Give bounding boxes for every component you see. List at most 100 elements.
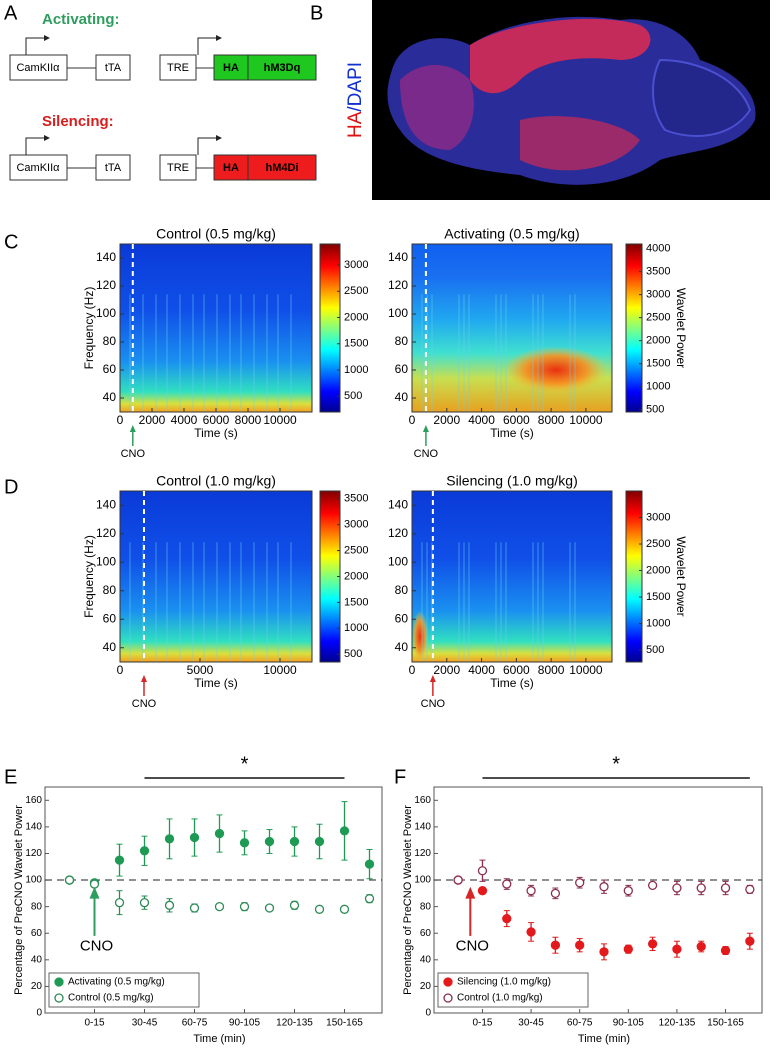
x-tick-label: 0 <box>117 413 124 427</box>
spectrogram-image <box>412 491 612 662</box>
data-point <box>623 886 633 896</box>
colorbar-tick-label: 1000 <box>344 364 368 376</box>
data-point <box>720 945 731 956</box>
x-tick-label: 8000 <box>538 663 565 677</box>
legend-marker <box>54 993 64 1003</box>
y-tick-label: 20 <box>420 981 432 992</box>
colorbar-tick-label: 2000 <box>646 564 670 576</box>
y-tick-label: 140 <box>388 497 408 511</box>
x-tick-label: 10000 <box>263 413 297 427</box>
gene-label: HA <box>223 162 239 174</box>
data-point <box>672 944 682 954</box>
gene-label: hM3Dq <box>264 62 301 74</box>
y-tick-label: 0 <box>425 1008 431 1019</box>
y-tick-label: 60 <box>395 362 409 376</box>
y-tick-label: 120 <box>388 278 408 292</box>
colorbar-tick-label: 3500 <box>344 493 368 505</box>
panel-label: C <box>4 231 18 253</box>
y-tick-label: 140 <box>96 497 116 511</box>
y-tick-label: 140 <box>96 250 116 264</box>
data-point <box>339 826 350 836</box>
gene-label: tTA <box>105 62 122 74</box>
data-point <box>214 828 225 839</box>
colorbar-tick-label: 1500 <box>646 591 670 603</box>
y-tick-label: 40 <box>103 390 117 404</box>
y-tick-label: 40 <box>395 390 409 404</box>
data-point <box>189 832 200 843</box>
y-tick-label: 80 <box>103 334 117 348</box>
data-point <box>453 875 463 885</box>
colorbar-tick-label: 1000 <box>646 381 670 393</box>
cno-label: CNO <box>121 448 146 460</box>
data-point <box>89 879 100 889</box>
brain-image: HA/DAPI <box>345 0 770 200</box>
data-point <box>647 880 658 891</box>
data-point <box>550 940 561 950</box>
legend-label: Activating (0.5 mg/kg) <box>68 977 165 988</box>
power-band <box>504 346 608 394</box>
receptor-box <box>247 54 317 81</box>
legend-label: Silencing (1.0 mg/kg) <box>457 977 551 988</box>
y-tick-label: 60 <box>103 362 117 376</box>
y-tick-label: 140 <box>25 822 42 833</box>
colorbar-tick-label: 500 <box>646 404 664 416</box>
x-tick-label: 60-75 <box>567 1018 593 1029</box>
y-tick-label: 0 <box>36 1008 42 1019</box>
stain-dapi: /DAPI <box>345 62 366 112</box>
y-tick-label: 120 <box>96 526 116 540</box>
data-point <box>189 903 200 913</box>
cno-arrowhead <box>422 425 429 432</box>
colorbar-tick-label: 500 <box>344 390 362 402</box>
data-point <box>599 947 609 957</box>
gene-box <box>95 54 131 81</box>
y-tick-label: 120 <box>388 526 408 540</box>
activating-title: Activating: <box>42 11 120 28</box>
x-tick-label: 8000 <box>538 413 565 427</box>
colorbar-tick-label: 2500 <box>646 312 670 324</box>
colorbar-tick-label: 2500 <box>646 538 670 550</box>
data-point <box>289 836 300 847</box>
colorbar-tick-label: 2500 <box>344 285 368 297</box>
plot-frame <box>411 490 613 663</box>
legend-label: Control (1.0 mg/kg) <box>457 993 543 1004</box>
y-tick-label: 40 <box>31 954 43 965</box>
y-tick-label: 40 <box>395 640 409 654</box>
data-point <box>526 927 536 937</box>
data-point <box>239 901 250 912</box>
colorbar-tick-label: 2000 <box>344 570 368 582</box>
panel-label: D <box>4 476 18 498</box>
y-tick-label: 120 <box>96 278 116 292</box>
y-tick-label: 160 <box>25 795 42 806</box>
plot-frame <box>411 243 613 413</box>
y-tick-label: 100 <box>96 554 116 568</box>
data-point <box>526 886 536 896</box>
y-tick-label: 120 <box>25 848 42 859</box>
data-point <box>264 836 275 847</box>
gene-label: CamKIIα <box>16 162 60 174</box>
data-point <box>720 883 731 893</box>
data-point <box>647 939 658 949</box>
cno-label: CNO <box>414 448 439 460</box>
y-axis-label: Frequency (Hz) <box>82 535 96 618</box>
y-tick-label: 40 <box>420 954 432 965</box>
x-tick-label: 2000 <box>433 413 460 427</box>
y-tick-label: 140 <box>414 822 431 833</box>
x-tick-label: 10000 <box>263 663 297 677</box>
data-point <box>139 898 150 908</box>
colorbar-tick-label: 1000 <box>344 622 368 634</box>
data-point <box>114 855 125 865</box>
y-tick-label: 80 <box>103 583 117 597</box>
data-point <box>745 884 755 895</box>
data-point <box>623 944 633 954</box>
x-tick-label: 0 <box>409 413 416 427</box>
cno-label: CNO <box>80 937 113 954</box>
data-point <box>239 838 250 848</box>
data-point <box>575 878 585 888</box>
y-tick-label: 100 <box>96 306 116 320</box>
x-tick-label: 4000 <box>468 663 495 677</box>
y-tick-label: 100 <box>388 554 408 568</box>
y-tick-label: 120 <box>414 848 431 859</box>
x-tick-label: 90-105 <box>229 1018 261 1029</box>
data-point <box>575 940 585 950</box>
plot-frame <box>44 786 383 1014</box>
